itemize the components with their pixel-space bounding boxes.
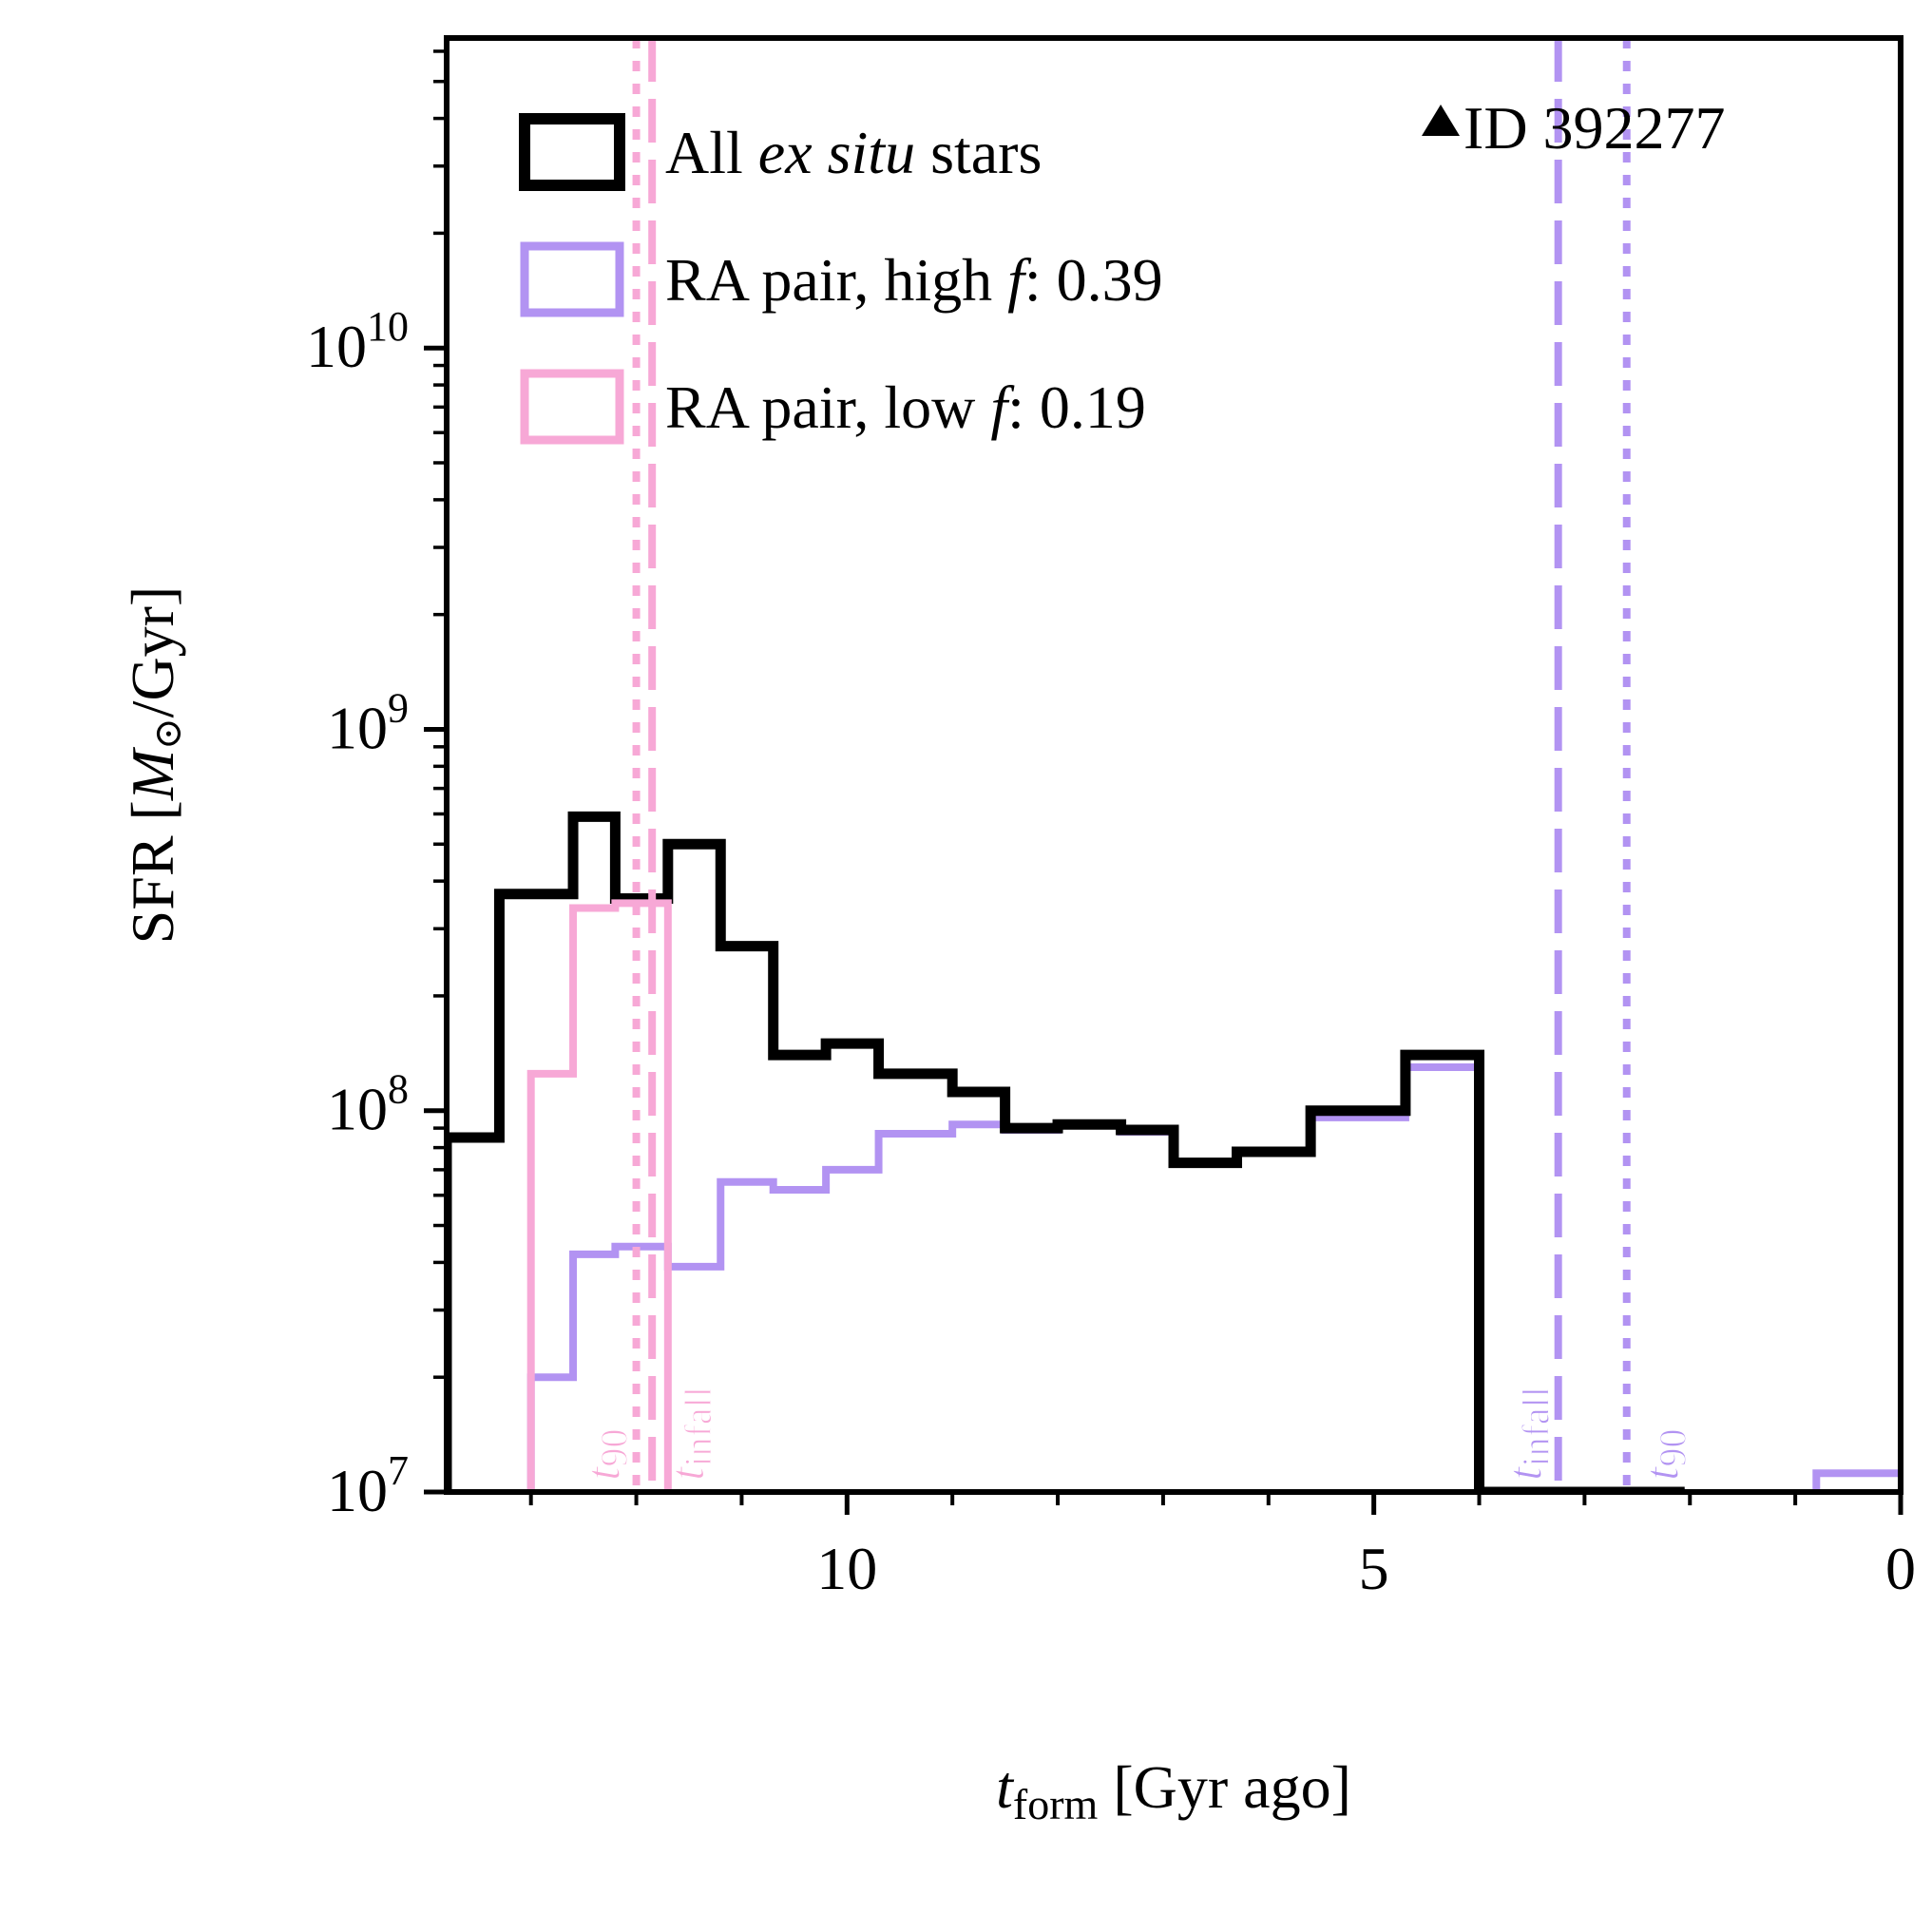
y-tick-label: 107 — [327, 1447, 409, 1524]
x-tick-label: 0 — [1885, 1535, 1916, 1602]
triangle-marker-icon — [1422, 105, 1460, 136]
y-axis-title: SFR [M⊙/Gyr] — [119, 586, 189, 945]
x-tick-label: 10 — [816, 1535, 877, 1602]
vline-label-high-t90: t90 — [1636, 1429, 1694, 1481]
vertical-lines-layer — [632, 38, 1631, 1492]
x-tick-label: 5 — [1359, 1535, 1389, 1602]
vline-label-high-tinfall: tinfall — [1499, 1387, 1558, 1481]
legend-swatch-low — [520, 369, 624, 445]
series-layer — [447, 811, 1901, 1492]
line-annotations: t90 tinfall tinfall t90 — [576, 1387, 1694, 1482]
vline-label-low-tinfall: tinfall — [660, 1387, 719, 1481]
y-tick-label: 1010 — [306, 303, 409, 380]
legend-label-low: RA pair, low f: 0.19 — [665, 373, 1146, 441]
series-low-step-line — [526, 899, 672, 1492]
galaxy-id-label: ID 392277 — [1422, 94, 1726, 162]
x-axis-ticks: 10 5 0 — [528, 1492, 1916, 1602]
legend-swatch-high — [520, 241, 624, 317]
legend: All ex situ stars RA pair, high f: 0.39 RA… — [519, 113, 1163, 445]
series-all-step-line — [447, 811, 1685, 1492]
series-high-tail-step — [1812, 1469, 1901, 1492]
galaxy-id-text: ID 392277 — [1463, 94, 1726, 162]
y-tick-label: 108 — [327, 1066, 409, 1143]
legend-swatch-all — [519, 113, 625, 191]
y-tick-label: 109 — [327, 684, 409, 761]
legend-label-high: RA pair, high f: 0.39 — [665, 246, 1163, 314]
y-axis-ticks: 107 108 109 1010 — [306, 49, 447, 1524]
x-axis-title: tform [Gyr ago] — [996, 1753, 1351, 1828]
vline-label-low-t90: t90 — [577, 1429, 636, 1481]
legend-label-all: All ex situ stars — [665, 119, 1042, 186]
